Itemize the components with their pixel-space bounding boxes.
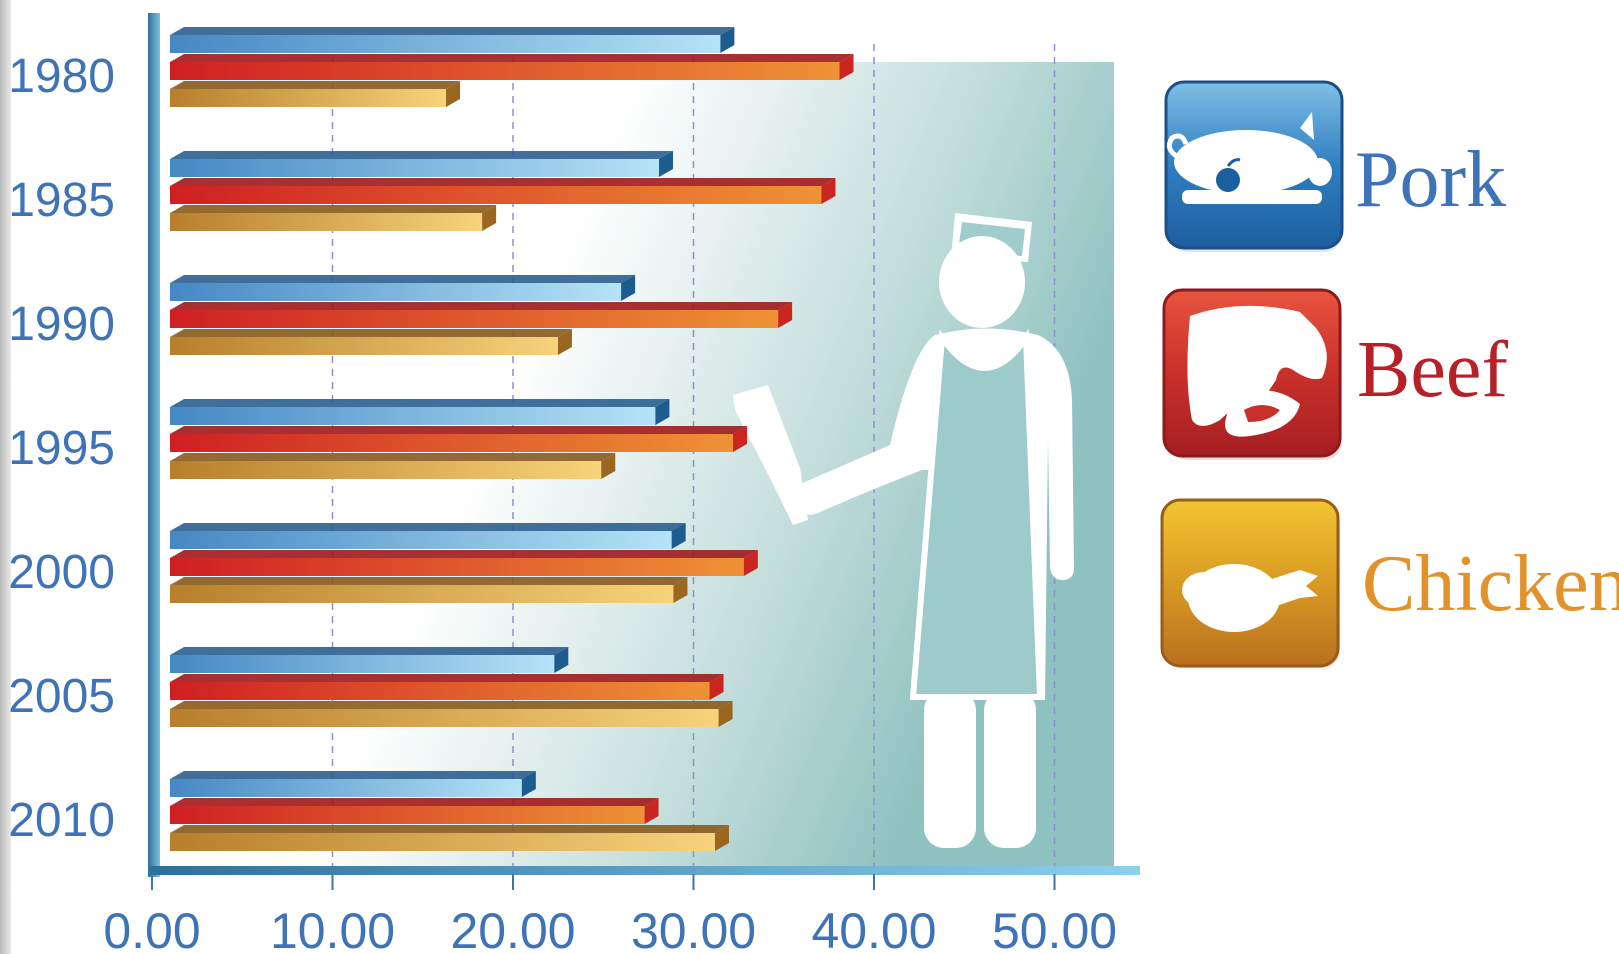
bar-beef-2005: [170, 674, 724, 700]
legend-icon-chicken: [1160, 498, 1340, 668]
chicken-icon: [1182, 564, 1318, 632]
x-tick-label: 50.00: [992, 903, 1117, 954]
bars: [170, 27, 854, 851]
y-category-label: 1985: [8, 174, 115, 227]
bar-chicken-1980: [170, 81, 461, 107]
bar-pork-1995: [170, 399, 670, 425]
y-category-label: 2010: [8, 794, 115, 847]
bar-beef-1995: [170, 426, 748, 452]
bar-pork-2000: [170, 523, 686, 549]
butcher-figure-icon: [733, 213, 1074, 848]
bar-chicken-2010: [170, 825, 729, 851]
bar-pork-2005: [170, 647, 569, 673]
legend-label-pork: Pork: [1355, 136, 1507, 224]
y-axis: [148, 13, 160, 877]
x-tick-label: 40.00: [811, 903, 936, 954]
legend-label-chicken: Chicken: [1362, 540, 1619, 628]
bar-beef-1985: [170, 178, 836, 204]
bar-chicken-1985: [170, 205, 497, 231]
bar-chicken-2000: [170, 577, 688, 603]
cow-icon: [1187, 305, 1327, 437]
y-category-label: 1980: [8, 50, 115, 103]
x-axis: [150, 866, 1140, 875]
tick-marks: [151, 874, 1056, 890]
bar-beef-2010: [170, 798, 659, 824]
legend-label-beef: Beef: [1357, 326, 1509, 414]
x-tick-label: 20.00: [450, 903, 575, 954]
bar-beef-1980: [170, 54, 854, 80]
image-frame-edge: [0, 0, 11, 954]
bar-pork-1990: [170, 275, 636, 301]
bar-pork-1985: [170, 151, 674, 177]
bar-pork-1980: [170, 27, 735, 53]
bar-chicken-1995: [170, 453, 616, 479]
y-category-label: 1990: [8, 298, 115, 351]
pig-icon: [1166, 112, 1332, 204]
x-tick-label: 10.00: [270, 903, 395, 954]
y-category-label: 2000: [8, 546, 115, 599]
bar-beef-1990: [170, 302, 793, 328]
y-category-label: 1995: [8, 422, 115, 475]
bar-pork-2010: [170, 771, 536, 797]
x-tick-label: 0.00: [103, 903, 200, 954]
bar-beef-2000: [170, 550, 758, 576]
x-tick-label: 30.00: [631, 903, 756, 954]
legend-icon-pork: [1164, 80, 1344, 252]
legend-icon-beef: [1162, 288, 1342, 460]
bar-chicken-2005: [170, 701, 733, 727]
axis-labels: 0.00 10.00 20.00 30.00 40.00 50.00 1980 1985 199…: [8, 50, 1117, 954]
bar-chicken-1990: [170, 329, 572, 355]
y-category-label: 2005: [8, 670, 115, 723]
